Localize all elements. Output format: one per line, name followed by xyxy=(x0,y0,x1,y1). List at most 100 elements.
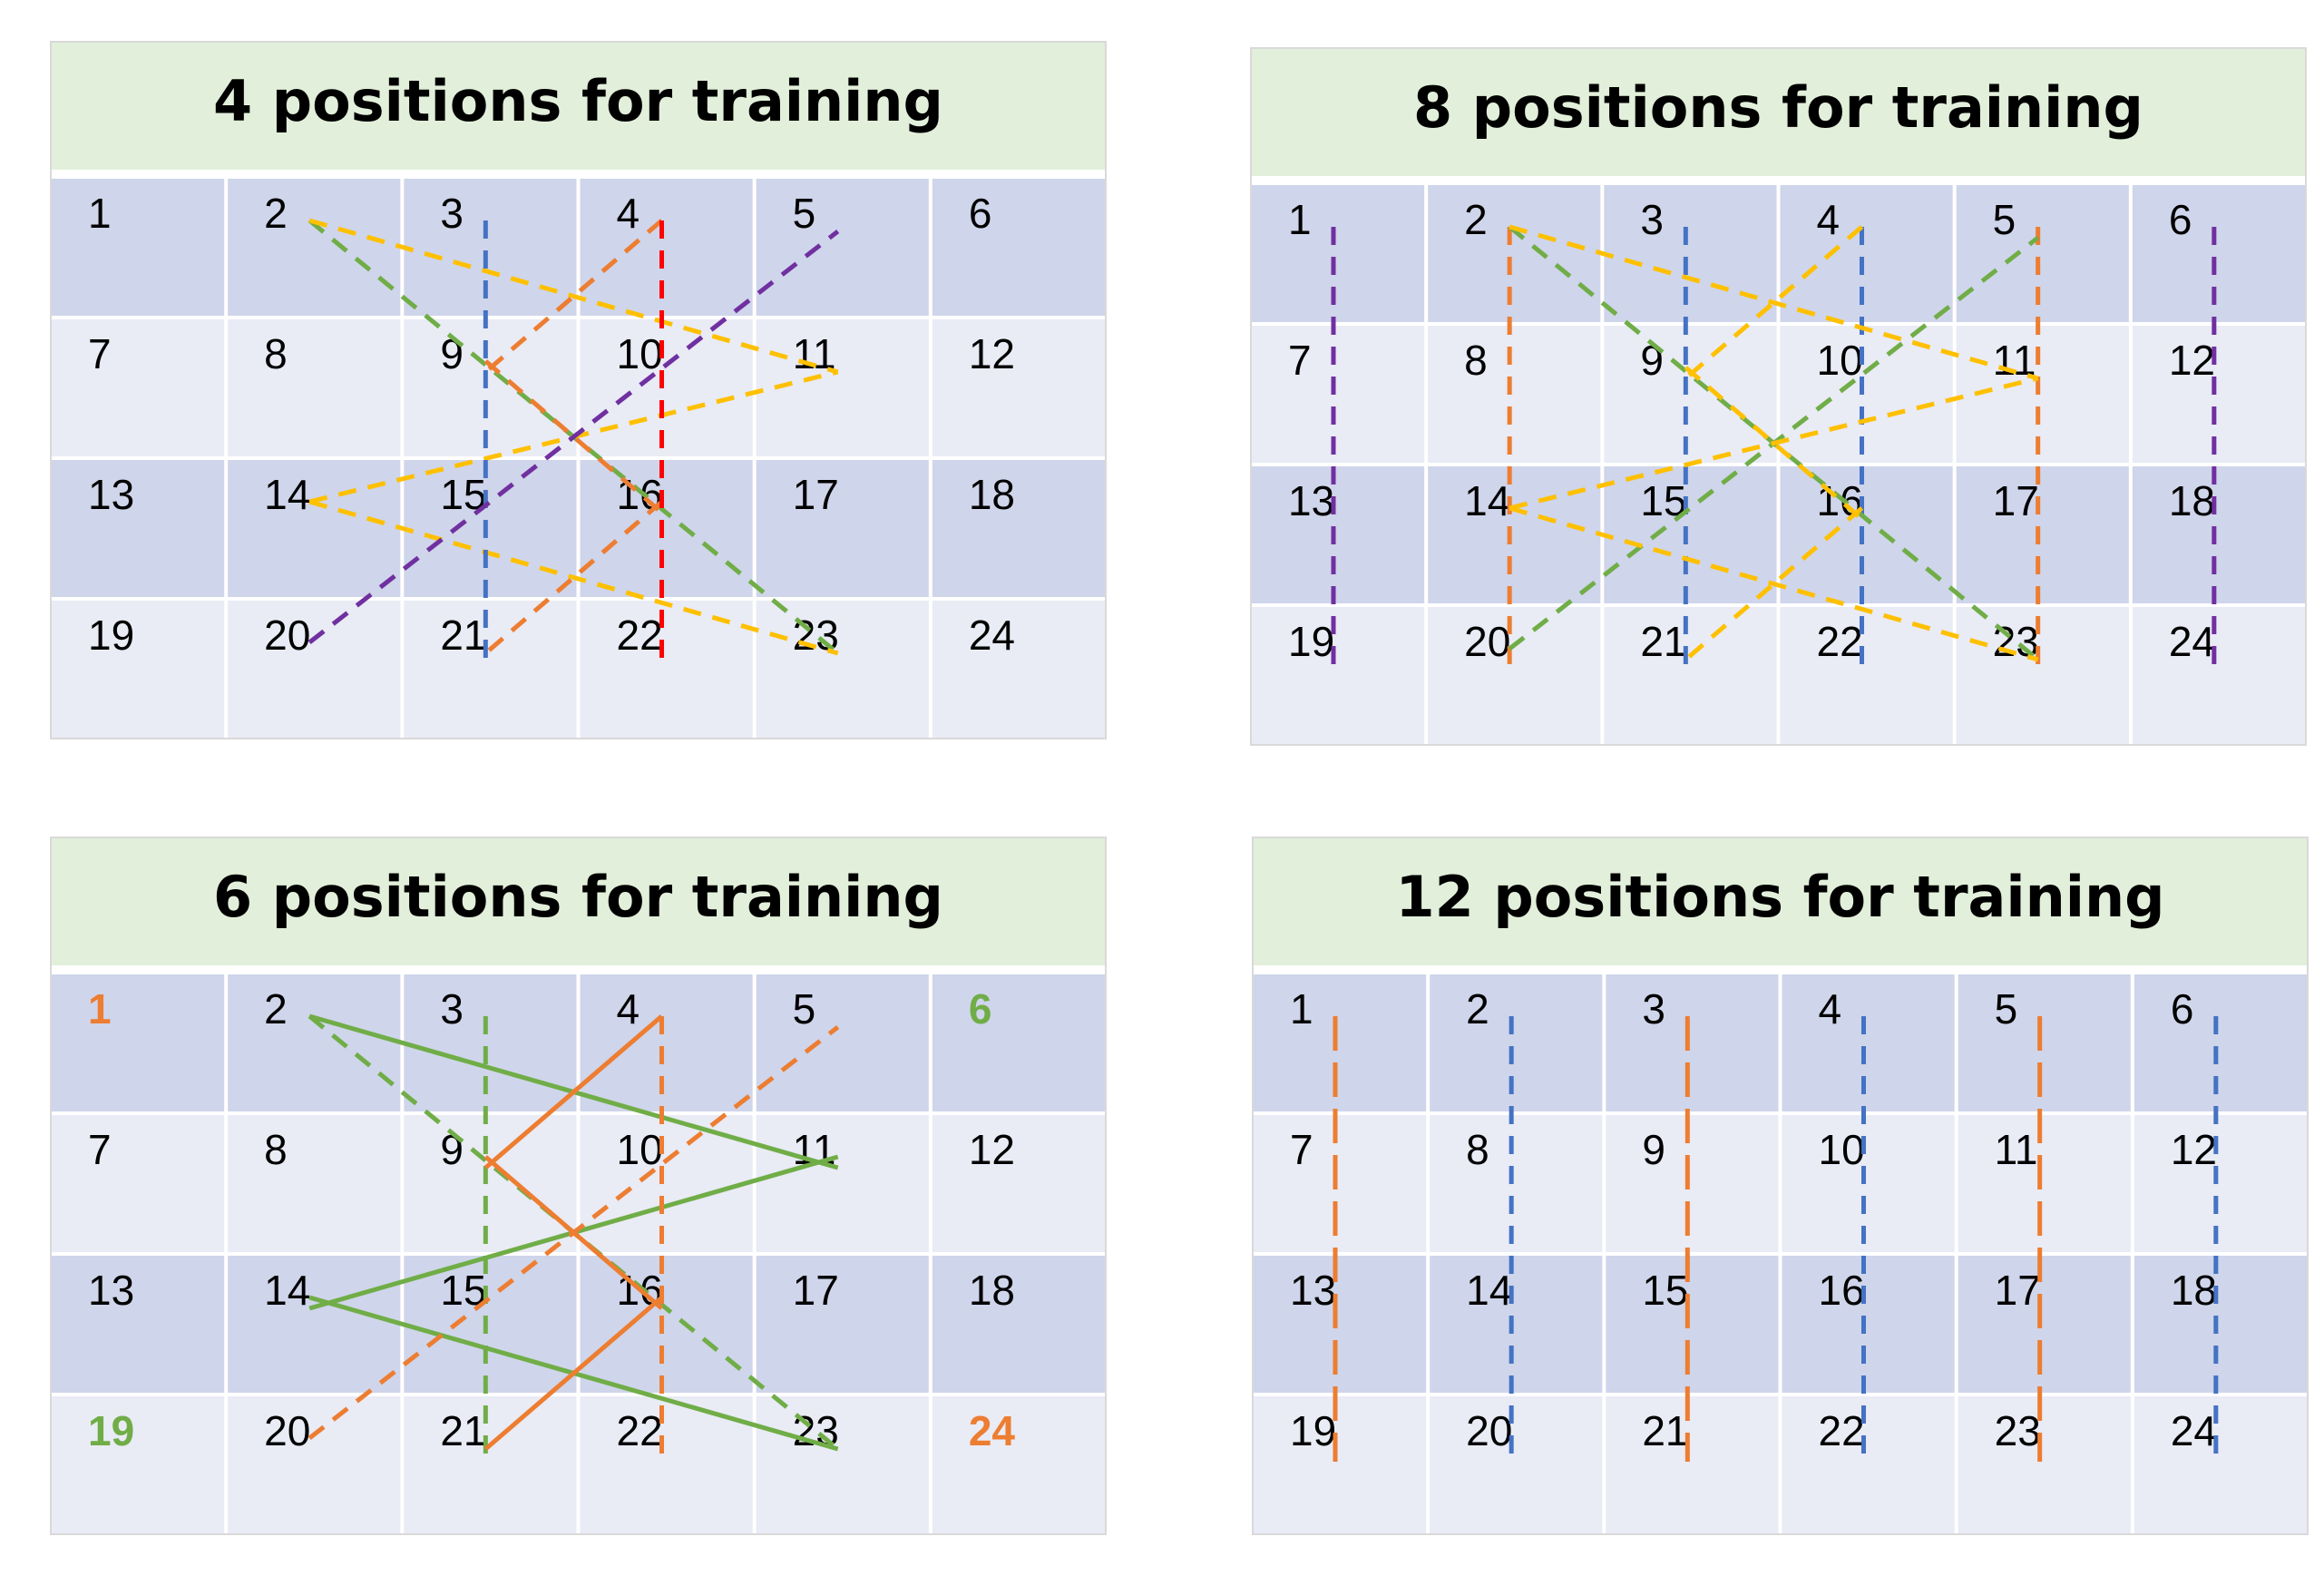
connection-line-14-11 xyxy=(1509,376,2039,511)
cell-number-8: 8 xyxy=(264,330,288,377)
cell-number-7: 7 xyxy=(1288,337,1312,384)
connection-line-9-16 xyxy=(1684,366,1864,521)
cell-number-7: 7 xyxy=(88,330,112,377)
cell-number-8: 8 xyxy=(264,1126,288,1173)
panel-border xyxy=(50,837,1107,1535)
cell-number-21: 21 xyxy=(1642,1407,1688,1454)
cell-number-9: 9 xyxy=(1642,1126,1665,1173)
cell-number-5: 5 xyxy=(1995,985,2018,1033)
cell-number-22: 22 xyxy=(617,1407,663,1454)
cell-number-13: 13 xyxy=(88,471,134,518)
cell-number-12: 12 xyxy=(2169,337,2215,384)
cell-number-4: 4 xyxy=(617,985,640,1033)
cell-number-18: 18 xyxy=(969,1267,1015,1314)
cell-number-20: 20 xyxy=(264,612,310,659)
cell-number-4: 4 xyxy=(1817,196,1841,243)
cell-number-6: 6 xyxy=(2169,196,2192,243)
cell-number-5: 5 xyxy=(793,985,816,1033)
cell-number-7: 7 xyxy=(88,1126,112,1173)
cell-number-24: 24 xyxy=(969,1407,1016,1454)
panel-4-positions: 4 positions for training 1 2 3 4 5 6 7 8 9 10 11 12 1… xyxy=(50,41,1107,739)
cell-number-3: 3 xyxy=(1640,196,1664,243)
cell-number-19: 19 xyxy=(1288,618,1334,665)
cell-number-8: 8 xyxy=(1466,1126,1489,1173)
panel-title: 12 positions for training xyxy=(1395,864,2164,930)
cell-number-22: 22 xyxy=(617,612,663,659)
cell-number-5: 5 xyxy=(793,190,816,237)
connection-line-2-11 xyxy=(308,218,839,375)
cell-number-12: 12 xyxy=(969,1126,1015,1173)
cell-number-1: 1 xyxy=(88,190,112,237)
cell-number-15: 15 xyxy=(1642,1267,1688,1314)
connection-line-16-21 xyxy=(483,500,664,655)
cell-number-13: 13 xyxy=(1290,1267,1336,1314)
cell-number-2: 2 xyxy=(1466,985,1489,1033)
cell-number-13: 13 xyxy=(1288,477,1334,524)
cell-number-4: 4 xyxy=(617,190,640,237)
cell-number-22: 22 xyxy=(1817,618,1863,665)
connection-line-9-16 xyxy=(483,359,664,514)
cell-number-17: 17 xyxy=(793,471,839,518)
cell-number-14: 14 xyxy=(1464,477,1510,524)
panel-12-positions: 12 positions for training 1 2 3 4 5 6 7 8 9 10 11 12… xyxy=(1252,837,2309,1535)
connection-line-4-9 xyxy=(483,1014,664,1170)
cell-number-2: 2 xyxy=(1464,196,1488,243)
cell-number-6: 6 xyxy=(2171,985,2194,1033)
cell-number-19: 19 xyxy=(88,612,134,659)
panel-header xyxy=(1250,47,2307,176)
cell-number-3: 3 xyxy=(440,190,464,237)
cell-number-13: 13 xyxy=(88,1267,134,1314)
cell-number-17: 17 xyxy=(1993,477,2039,524)
cell-number-12: 12 xyxy=(969,330,1015,377)
cell-number-14: 14 xyxy=(264,471,310,518)
cell-number-14: 14 xyxy=(1466,1267,1512,1314)
panel-header xyxy=(1252,837,2309,965)
connection-line-20-5 xyxy=(308,1025,840,1440)
cell-number-20: 20 xyxy=(1466,1407,1512,1454)
panel-8-positions: 8 positions for training 1 2 3 4 5 6 7 8 9 10 11 12 1… xyxy=(1250,47,2307,746)
cell-number-4: 4 xyxy=(1819,985,1842,1033)
cell-number-5: 5 xyxy=(1993,196,2016,243)
cell-number-18: 18 xyxy=(2169,477,2215,524)
panel-6-positions: 6 positions for training 1 2 3 4 5 6 7 8 9 10 11 12 1… xyxy=(50,837,1107,1535)
panel-border xyxy=(50,41,1107,739)
cell-number-16: 16 xyxy=(1819,1267,1865,1314)
cell-number-12: 12 xyxy=(2171,1126,2217,1173)
cell-number-10: 10 xyxy=(617,330,663,377)
cell-number-24: 24 xyxy=(2171,1407,2217,1454)
connection-line-14-23 xyxy=(1509,505,2039,662)
cell-number-7: 7 xyxy=(1290,1126,1313,1173)
cell-number-10: 10 xyxy=(1817,337,1863,384)
cell-number-19: 19 xyxy=(1290,1407,1336,1454)
cell-number-21: 21 xyxy=(440,1407,486,1454)
panel-title: 4 positions for training xyxy=(213,68,943,134)
cell-number-22: 22 xyxy=(1819,1407,1865,1454)
connection-line-4-9 xyxy=(1684,225,1864,380)
cell-number-6: 6 xyxy=(969,190,992,237)
cell-number-21: 21 xyxy=(1640,618,1686,665)
cell-number-10: 10 xyxy=(1819,1126,1865,1173)
cell-number-23: 23 xyxy=(1995,1407,2041,1454)
panel-title: 8 positions for training xyxy=(1413,74,2143,141)
cell-number-11: 11 xyxy=(1995,1126,2038,1173)
cell-number-21: 21 xyxy=(440,612,486,659)
cell-number-20: 20 xyxy=(264,1407,310,1454)
connection-line-16-21 xyxy=(1684,506,1864,661)
cell-number-18: 18 xyxy=(969,471,1015,518)
panel-header xyxy=(50,837,1107,965)
cell-number-14: 14 xyxy=(264,1267,310,1314)
cell-number-8: 8 xyxy=(1464,337,1488,384)
panel-header xyxy=(50,41,1107,170)
cell-number-3: 3 xyxy=(1642,985,1665,1033)
panel-title: 6 positions for training xyxy=(213,864,943,930)
cell-number-6: 6 xyxy=(969,985,992,1033)
connection-line-14-23 xyxy=(308,499,839,656)
cell-number-20: 20 xyxy=(1464,618,1510,665)
cell-number-1: 1 xyxy=(88,985,112,1033)
cell-number-1: 1 xyxy=(1288,196,1312,243)
connection-line-4-9 xyxy=(483,219,664,374)
cell-number-2: 2 xyxy=(264,190,288,237)
